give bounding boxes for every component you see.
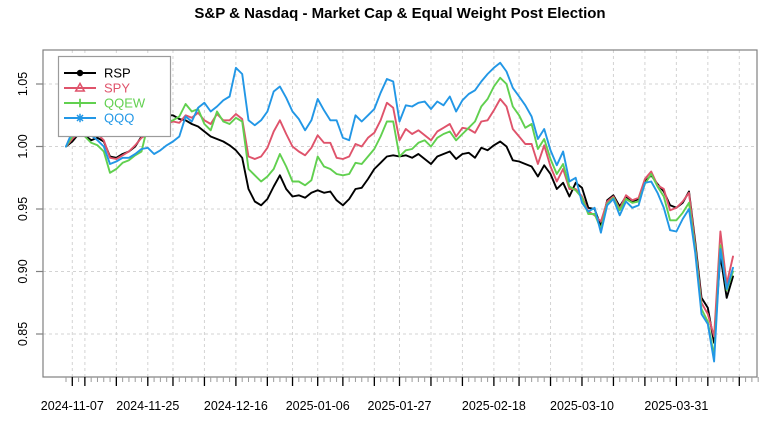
grid-layer bbox=[43, 50, 757, 377]
legend-label-QQQ: QQQ bbox=[104, 111, 134, 126]
series-line-SPY bbox=[65, 98, 734, 338]
x-tick-label: 2025-01-06 bbox=[286, 399, 350, 413]
x-tick-label: 2025-03-31 bbox=[644, 399, 708, 413]
series-line-QQEW bbox=[65, 76, 734, 358]
x-tick-label: 2024-11-25 bbox=[116, 399, 179, 413]
series-layer bbox=[65, 61, 734, 363]
series-line-QQQ bbox=[65, 61, 734, 363]
legend-label-SPY: SPY bbox=[104, 81, 130, 96]
y-tick-label: 1.00 bbox=[16, 134, 30, 158]
y-tick-label: 1.05 bbox=[16, 72, 30, 96]
legend-marker-triangle bbox=[74, 81, 86, 92]
legend-marker-plus bbox=[75, 98, 85, 108]
x-tick-label: 2024-11-07 bbox=[41, 399, 104, 413]
axis-layer: 0.85 0.90 0.95 1.00 1.05 2024-11-07 2024-11-25… bbox=[16, 49, 759, 413]
y-tick-label: 0.85 bbox=[16, 322, 30, 346]
x-tick-label: 2025-01-27 bbox=[368, 399, 432, 413]
x-tick-label: 2024-12-16 bbox=[204, 399, 268, 413]
y-tick-label: 0.90 bbox=[16, 259, 30, 283]
y-tick-label: 0.95 bbox=[16, 197, 30, 221]
legend-marker-asterisk bbox=[75, 113, 85, 123]
x-tick-label: 2025-02-18 bbox=[462, 399, 526, 413]
legend-label-RSP: RSP bbox=[104, 66, 131, 81]
legend-box bbox=[57, 55, 172, 138]
x-tick-label: 2025-03-10 bbox=[550, 399, 614, 413]
legend-label-QQEW: QQEW bbox=[104, 96, 146, 111]
chart-title: S&P & Nasdaq - Market Cap & Equal Weight… bbox=[194, 5, 605, 22]
legend-marker-circle bbox=[76, 69, 84, 77]
